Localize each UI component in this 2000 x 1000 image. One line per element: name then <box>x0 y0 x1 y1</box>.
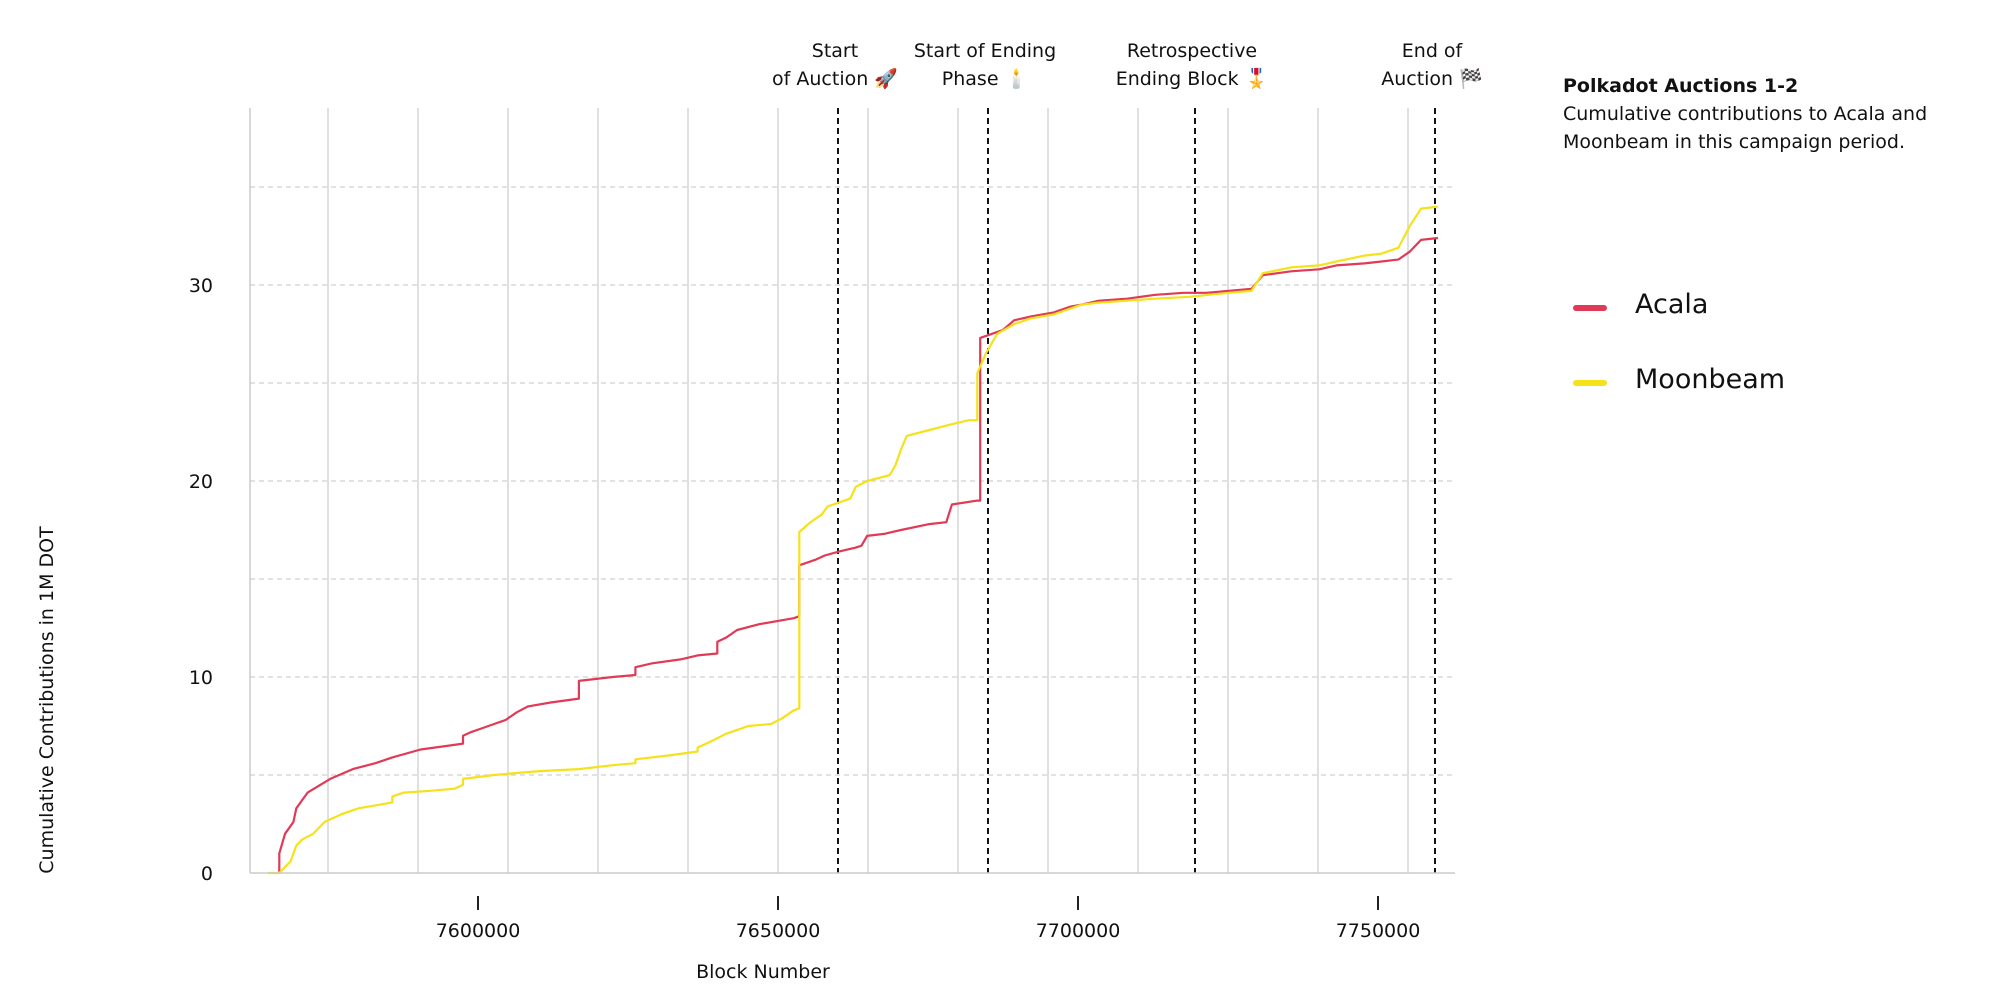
y-tick-label: 20 <box>189 471 213 493</box>
y-tick-label: 30 <box>189 275 213 297</box>
chart-caption: Polkadot Auctions 1-2 Cumulative contrib… <box>1563 72 1963 156</box>
y-tick-label: 10 <box>189 667 213 689</box>
annotation-label: Phase 🕯️ <box>942 67 1028 90</box>
x-tick-label: 7600000 <box>436 920 521 942</box>
x-tick-label: 7750000 <box>1336 920 1421 942</box>
annotation-label: Start of Ending <box>914 40 1056 62</box>
x-tick-label: 7650000 <box>736 920 821 942</box>
series-lines <box>268 205 1439 875</box>
y-tick-label: 0 <box>201 863 213 885</box>
annotation-label: Start <box>812 40 858 62</box>
annotation-label: Auction 🏁 <box>1381 67 1483 90</box>
grid <box>250 108 1455 873</box>
annotation-label: of Auction 🚀 <box>772 67 898 90</box>
legend-swatch-moonbeam <box>1573 380 1607 386</box>
annotations: Start of Auction 🚀 Start of Ending Phase 🕯️… <box>772 40 1483 873</box>
annotation-label: End of <box>1402 40 1464 62</box>
legend-swatch-acala <box>1573 305 1607 311</box>
legend-label-moonbeam: Moonbeam <box>1635 364 1786 395</box>
annotation-label: Retrospective <box>1127 40 1257 62</box>
chart-title: Polkadot Auctions 1-2 <box>1563 75 1799 97</box>
series-line-moonbeam <box>268 205 1439 875</box>
x-tick-label: 7700000 <box>1036 920 1121 942</box>
chart-subtitle: Cumulative contributions to Acala and Mo… <box>1563 103 1928 153</box>
axes: 7600000 7650000 7700000 7750000 0 10 20 30 Block… <box>36 108 1455 983</box>
y-axis-label: Cumulative Contributions in 1M DOT <box>36 526 58 874</box>
annotation-label: Ending Block 🎖️ <box>1116 67 1269 90</box>
legend-label-acala: Acala <box>1635 289 1709 320</box>
x-axis-label: Block Number <box>696 961 830 983</box>
series-line-acala <box>278 236 1439 873</box>
